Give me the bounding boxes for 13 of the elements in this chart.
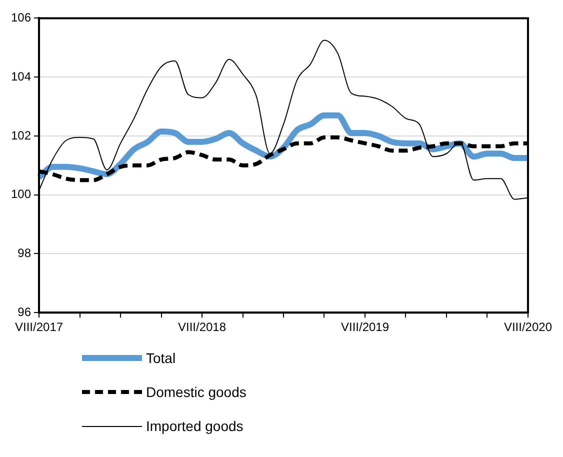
x-tick-label: VIII/2017 <box>15 320 64 334</box>
x-tick-label: VIII/2019 <box>340 320 390 334</box>
x-tick-label: VIII/2020 <box>504 320 552 334</box>
legend-label: Domestic goods <box>146 384 246 400</box>
y-tick-label: 98 <box>18 246 32 260</box>
y-tick-label: 106 <box>10 10 32 25</box>
y-tick-label: 104 <box>10 69 32 84</box>
legend-label: Total <box>146 350 176 366</box>
x-tick-label: VIII/2018 <box>178 320 226 334</box>
y-tick-label: 102 <box>10 128 32 142</box>
legend-label: Imported goods <box>146 418 244 434</box>
y-tick-label: 100 <box>10 187 32 202</box>
y-tick-label: 96 <box>18 304 32 319</box>
